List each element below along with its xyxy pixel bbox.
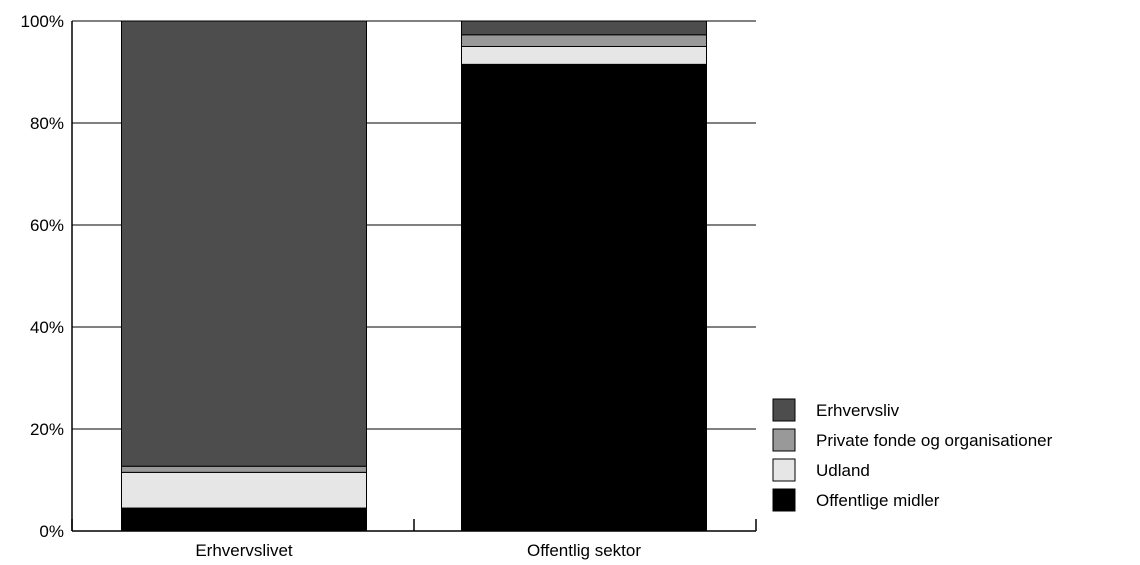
y-tick-label: 80%: [30, 114, 64, 133]
bar-segment-erhvervslivet-private-fonde-og-organisationer: [121, 465, 367, 473]
bar-segment-erhvervslivet-erhvervsliv: [121, 20, 367, 467]
y-tick-label: 100%: [21, 12, 64, 31]
x-tick-label: Erhvervslivet: [195, 541, 293, 560]
legend: Erhvervsliv Private fonde og organisation…: [772, 398, 1053, 512]
legend-label: Udland: [816, 461, 870, 480]
bar-segment-offentlig-sektor-offentlige-midler: [461, 63, 707, 532]
y-tick-label: 20%: [30, 420, 64, 439]
bar-segment-offentlig-sektor-udland: [461, 46, 707, 65]
legend-swatch-erhvervsliv: [772, 398, 796, 422]
x-tick-label: Offentlig sektor: [527, 541, 641, 560]
y-tick-label: 60%: [30, 216, 64, 235]
legend-label: Erhvervsliv: [816, 401, 900, 420]
legend-swatch-offentlige-midler: [772, 488, 796, 512]
y-tick-label: 40%: [30, 318, 64, 337]
bar-segment-erhvervslivet-offentlige-midler: [121, 507, 367, 532]
legend-swatch-private-fonde-og-organisationer: [772, 428, 796, 452]
legend-swatch-udland: [772, 458, 796, 482]
bar-segment-erhvervslivet-udland: [121, 471, 367, 509]
bars: [121, 20, 707, 532]
legend-label: Private fonde og organisationer: [816, 431, 1053, 450]
bar-segment-offentlig-sektor-erhvervsliv: [461, 20, 707, 36]
axes: 0% 20% 40% 60% 80% 100% Erhvervslivet Offentlig…: [21, 12, 757, 560]
bar-segment-offentlig-sektor-private-fonde-og-organisationer: [461, 34, 707, 47]
y-tick-label: 0%: [39, 522, 64, 541]
legend-label: Offentlige midler: [816, 491, 940, 510]
